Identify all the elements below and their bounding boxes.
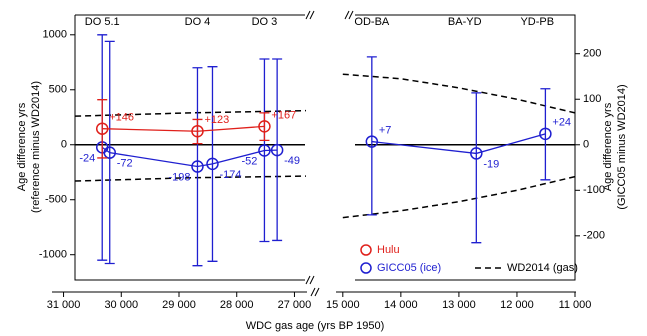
- wd2014-bound: [342, 73, 576, 114]
- error-bar: [192, 67, 203, 267]
- series-line: [102, 125, 265, 132]
- left-frame: [74, 14, 305, 281]
- point: [103, 146, 116, 159]
- error-bar: [540, 88, 551, 181]
- event-label: DO 5.1: [85, 16, 120, 28]
- wd2014-bound: [75, 109, 307, 117]
- legend-label: GICC05 (ice): [377, 262, 441, 274]
- y-tick-label: 0: [583, 139, 589, 151]
- error-bar: [97, 99, 108, 159]
- error-bar: [259, 112, 270, 142]
- point: [270, 143, 284, 157]
- axis-break: [305, 10, 354, 297]
- event-label: OD-BA: [354, 16, 390, 28]
- x-tick-label: 28 000: [220, 299, 254, 311]
- value-label: -72: [117, 158, 133, 170]
- error-bar: [192, 118, 203, 145]
- point: [191, 124, 204, 138]
- point: [539, 127, 552, 141]
- point: [95, 122, 109, 135]
- y-tick-label: -1000: [39, 249, 67, 261]
- event-label: YD-PB: [520, 16, 554, 28]
- value-label: -52: [242, 155, 258, 167]
- wd2014-bound: [342, 175, 576, 219]
- value-label: +167: [271, 109, 296, 121]
- point: [258, 120, 271, 133]
- value-label: +123: [204, 114, 229, 126]
- x-tick-label: 14 000: [384, 299, 418, 311]
- value-label: -24: [79, 152, 95, 164]
- x-tick-label: 31 000: [47, 299, 81, 311]
- event-label: DO 4: [185, 16, 211, 28]
- point: [191, 160, 204, 173]
- series-line: [371, 133, 546, 155]
- legend-marker: [360, 262, 372, 274]
- value-label: -198: [168, 171, 190, 183]
- error-bar: [259, 58, 270, 243]
- error-bar: [104, 40, 115, 265]
- x-tick-label: 15 000: [326, 299, 360, 311]
- value-label: +24: [552, 117, 571, 129]
- y-tick-label: 200: [583, 48, 601, 60]
- event-label: DO 3: [252, 16, 278, 28]
- y-tick-label: 0: [61, 139, 67, 151]
- legend-label: WD2014 (gas): [507, 262, 578, 274]
- point: [258, 144, 271, 157]
- y-axis-title: Age difference yrs: [16, 102, 28, 191]
- value-label: +7: [379, 124, 392, 136]
- event-label: BA-YD: [448, 16, 482, 28]
- error-bar: [207, 66, 218, 262]
- error-bar: [471, 92, 482, 244]
- x-tick-label: 27 000: [278, 299, 312, 311]
- y-tick-label: -100: [583, 184, 605, 196]
- legend-marker: [360, 244, 372, 256]
- point: [365, 135, 379, 148]
- x-tick-label: 30 000: [104, 299, 138, 311]
- right-frame: [355, 14, 576, 281]
- value-label: -19: [483, 158, 499, 170]
- y-axis-title: (reference minus WD2014): [30, 81, 42, 213]
- error-bar: [272, 58, 283, 242]
- series-line: [101, 146, 278, 168]
- y-axis-title: Age difference yrs: [602, 102, 614, 191]
- wd2014-bound: [75, 175, 307, 182]
- y-tick-label: 500: [49, 84, 67, 96]
- x-tick-label: 13 000: [442, 299, 476, 311]
- y-tick-label: -200: [583, 230, 605, 242]
- value-label: -49: [284, 155, 300, 167]
- value-label: -174: [219, 169, 241, 181]
- y-tick-label: 100: [583, 93, 601, 105]
- y-axis-title: (GICC05 minus WD2014): [616, 84, 628, 209]
- x-axis-title: WDC gas age (yrs BP 1950): [246, 320, 385, 332]
- x-tick-label: 29 000: [162, 299, 196, 311]
- legend-label: Hulu: [377, 244, 400, 256]
- point: [470, 147, 483, 160]
- y-tick-label: 1000: [43, 29, 67, 41]
- value-label: +146: [109, 112, 134, 124]
- x-tick-label: 12 000: [500, 299, 534, 311]
- point: [206, 157, 219, 171]
- y-tick-label: -500: [45, 194, 67, 206]
- x-tick-label: 11 000: [559, 299, 592, 311]
